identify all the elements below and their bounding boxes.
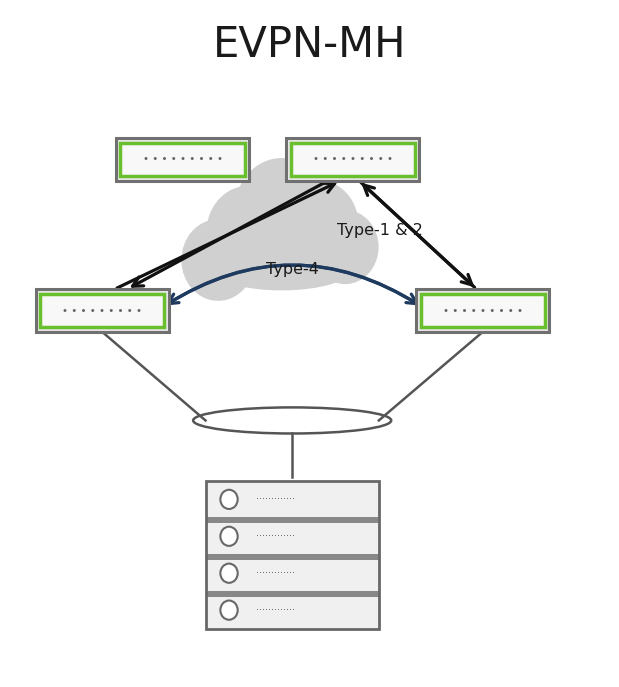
Circle shape	[279, 180, 358, 269]
Ellipse shape	[213, 249, 350, 290]
Text: ·············: ·············	[256, 495, 295, 504]
Text: • • • • • • • • •: • • • • • • • • •	[62, 306, 142, 315]
Text: ·············: ·············	[256, 531, 295, 541]
Circle shape	[235, 158, 329, 262]
FancyBboxPatch shape	[421, 294, 545, 327]
Text: ·············: ·············	[256, 568, 295, 578]
FancyBboxPatch shape	[206, 592, 379, 629]
FancyBboxPatch shape	[206, 518, 379, 555]
FancyBboxPatch shape	[416, 289, 549, 332]
Text: • • • • • • • • •: • • • • • • • • •	[443, 306, 523, 315]
FancyBboxPatch shape	[116, 138, 249, 181]
FancyBboxPatch shape	[36, 289, 168, 332]
Text: ·············: ·············	[256, 605, 295, 615]
FancyBboxPatch shape	[206, 554, 379, 561]
Circle shape	[181, 219, 255, 301]
Circle shape	[220, 527, 238, 546]
Text: Type-1 & 2: Type-1 & 2	[337, 223, 423, 238]
FancyBboxPatch shape	[206, 591, 379, 597]
Circle shape	[220, 490, 238, 509]
Text: • • • • • • • • •: • • • • • • • • •	[313, 155, 393, 164]
FancyBboxPatch shape	[290, 143, 415, 176]
FancyBboxPatch shape	[40, 294, 165, 327]
Circle shape	[220, 563, 238, 583]
FancyBboxPatch shape	[206, 481, 379, 518]
Text: EVPN-MH: EVPN-MH	[213, 24, 406, 66]
FancyBboxPatch shape	[120, 143, 245, 176]
Text: Type-4: Type-4	[266, 262, 319, 277]
FancyBboxPatch shape	[206, 517, 379, 523]
Circle shape	[220, 600, 238, 620]
Text: • • • • • • • • •: • • • • • • • • •	[142, 155, 223, 164]
Circle shape	[206, 186, 290, 279]
FancyBboxPatch shape	[286, 138, 420, 181]
Circle shape	[312, 210, 379, 284]
FancyBboxPatch shape	[206, 555, 379, 592]
